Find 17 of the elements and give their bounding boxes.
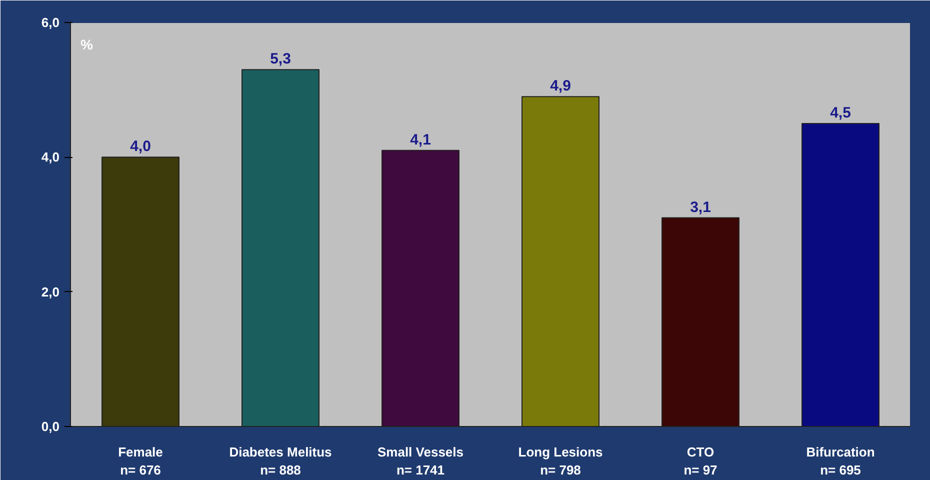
x-tick-label: Small Vessels n= 1741	[377, 444, 464, 478]
x-tick-label: Female n= 676	[118, 444, 163, 478]
data-label: 4,9	[550, 78, 571, 95]
data-label: 5,3	[270, 50, 291, 68]
data-label: 3,1	[690, 198, 711, 216]
y-tick-label: 6,0	[41, 15, 60, 30]
y-axis-title: %	[80, 36, 94, 52]
y-tick-label: 2,0	[41, 284, 60, 300]
x-tick-label: Diabetes Melitus n= 888	[229, 444, 332, 478]
x-tick-label: Long Lesions n= 798	[518, 444, 603, 478]
x-tick-label: CTO n= 97	[684, 444, 718, 478]
data-label: 4,0	[130, 138, 151, 156]
x-tick-label: Bifurcation n= 695	[806, 444, 875, 478]
data-label: 4,1	[410, 131, 431, 148]
data-label: 4,5	[830, 104, 851, 122]
y-tick-label: 4,0	[41, 150, 60, 165]
y-tick-label: 0,0	[41, 419, 60, 434]
